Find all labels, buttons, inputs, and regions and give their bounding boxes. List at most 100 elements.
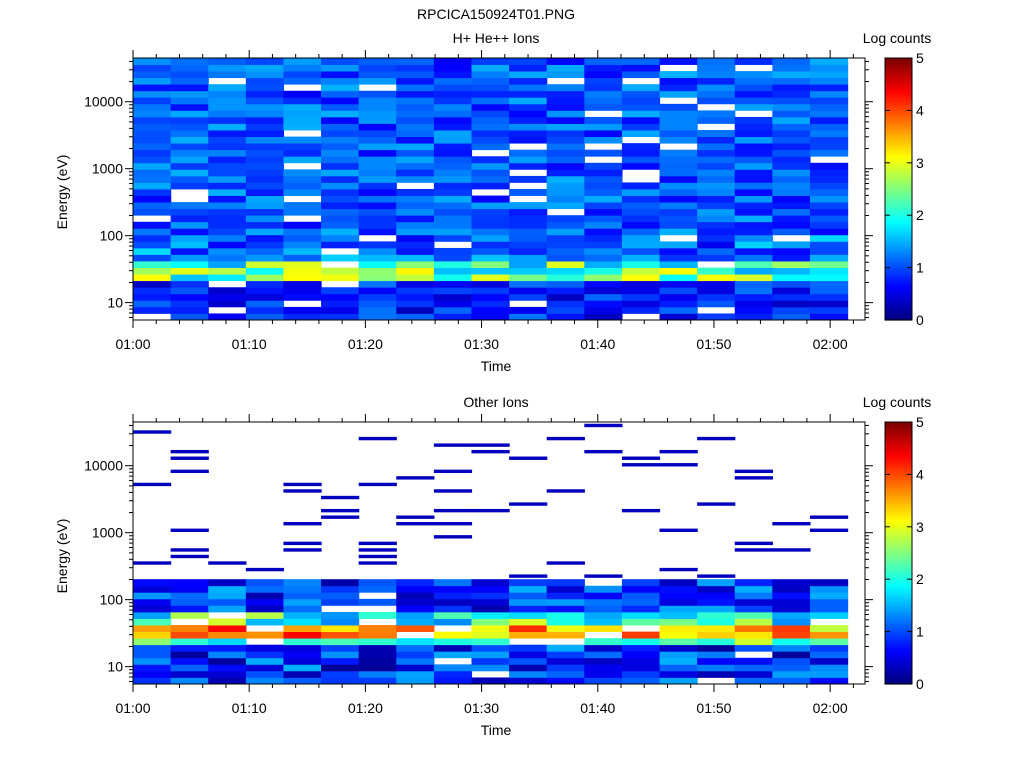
heatmap-cell — [358, 71, 397, 79]
heatmap-cell — [396, 651, 435, 659]
colorbar-segment — [885, 503, 912, 507]
heatmap-cell — [133, 116, 172, 124]
heatmap-cell — [809, 130, 849, 137]
heatmap-cell — [659, 631, 698, 639]
heatmap-cell — [170, 261, 209, 268]
heatmap-cell — [208, 123, 247, 131]
colorbar-label: Log counts — [863, 30, 932, 46]
heatmap-cell — [621, 300, 661, 308]
heatmap-cell — [433, 130, 473, 137]
heatmap-cell — [509, 110, 548, 118]
heatmap-cell — [396, 598, 435, 606]
heatmap-cell — [396, 677, 435, 685]
heatmap-cell — [697, 202, 736, 210]
colorbar-segment — [885, 120, 912, 125]
heatmap-cell — [245, 169, 285, 177]
colorbar-segment — [885, 618, 912, 622]
heatmap-cell — [734, 313, 773, 321]
heatmap-cell — [208, 598, 247, 606]
heatmap-cell — [546, 598, 585, 606]
colorbar-segment — [885, 162, 912, 167]
heatmap-cell — [621, 605, 661, 613]
heatmap-cell — [283, 103, 322, 111]
heatmap-cell — [546, 254, 585, 262]
heatmap-cell — [584, 189, 623, 196]
heatmap-cell — [321, 149, 360, 157]
heatmap-cell — [283, 169, 322, 177]
colorbar-tick-label: 0 — [916, 312, 924, 328]
heatmap-cell — [433, 579, 473, 587]
heatmap-cell — [697, 664, 736, 672]
panel-title: Other Ions — [463, 394, 528, 410]
x-tick-label: 02:00 — [813, 700, 848, 716]
heatmap-cell — [471, 638, 510, 646]
heatmap-cell — [133, 592, 172, 600]
heatmap-cell — [433, 592, 473, 600]
heatmap-cell — [809, 254, 849, 262]
heatmap-cell — [471, 182, 510, 190]
colorbar-segment — [885, 542, 912, 546]
colorbar-segment — [885, 524, 912, 528]
heatmap-cell — [659, 221, 698, 229]
heatmap-cell — [396, 274, 435, 282]
heatmap-cell — [471, 300, 510, 308]
heatmap-cell — [772, 189, 811, 196]
heatmap-cell — [509, 651, 548, 659]
heatmap-cell — [358, 103, 397, 111]
heatmap-cell — [208, 215, 247, 223]
heatmap-cell — [659, 449, 698, 454]
heatmap-cell — [283, 71, 322, 79]
heatmap-cell — [283, 241, 322, 249]
heatmap-cell — [659, 84, 698, 92]
heatmap-cell — [546, 116, 585, 124]
heatmap-cell — [170, 548, 209, 552]
heatmap-cell — [621, 306, 661, 314]
heatmap-cell — [546, 489, 585, 493]
heatmap-cell — [659, 202, 698, 210]
heatmap-cell — [772, 287, 811, 295]
heatmap-cell — [208, 208, 247, 216]
heatmap-cell — [546, 247, 585, 255]
heatmap-cell — [358, 631, 397, 639]
heatmap-cell — [433, 64, 473, 72]
heatmap-cell — [321, 162, 360, 170]
heatmap-cell — [697, 156, 736, 164]
heatmap-cell — [396, 664, 435, 672]
heatmap-cell — [133, 267, 172, 275]
heatmap-cell — [734, 267, 773, 275]
colorbar-segment — [885, 217, 912, 222]
heatmap-cell — [772, 618, 811, 626]
heatmap-cell — [772, 202, 811, 210]
heatmap-cell — [697, 71, 736, 79]
heatmap-cell — [509, 598, 548, 606]
heatmap-cell — [584, 195, 623, 203]
heatmap-cell — [809, 234, 849, 242]
heatmap-cell — [659, 611, 698, 619]
heatmap-cell — [809, 598, 849, 606]
heatmap-cell — [283, 189, 322, 196]
heatmap-cell — [621, 670, 661, 678]
heatmap-cell — [133, 182, 172, 190]
heatmap-cell — [358, 611, 397, 619]
heatmap-cell — [509, 202, 548, 210]
heatmap-cell — [358, 221, 397, 229]
heatmap-cell — [283, 116, 322, 124]
heatmap-cell — [208, 657, 247, 665]
colorbar-segment — [885, 230, 912, 235]
heatmap-cell — [170, 110, 209, 118]
colorbar-tick-label: 5 — [916, 414, 924, 430]
heatmap-cell — [509, 579, 548, 587]
heatmap-cell — [621, 97, 661, 105]
heatmap-cell — [659, 110, 698, 118]
heatmap-cell — [358, 162, 397, 170]
heatmap-cell — [509, 149, 548, 157]
heatmap-cell — [396, 241, 435, 249]
heatmap-cell — [321, 175, 360, 183]
heatmap-cell — [659, 313, 698, 321]
colorbar-segment — [885, 110, 912, 114]
heatmap-cell — [208, 202, 247, 210]
colorbar-segment — [885, 547, 912, 551]
heatmap-cell — [772, 97, 811, 105]
heatmap-cell — [621, 156, 661, 164]
colorbar-segment — [885, 573, 912, 578]
